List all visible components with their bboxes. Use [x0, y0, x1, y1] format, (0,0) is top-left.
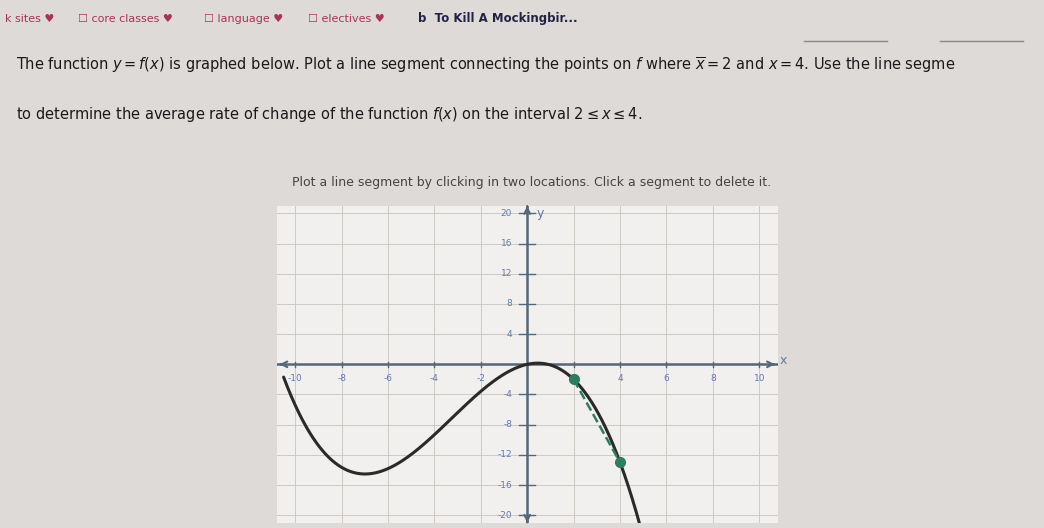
- Text: -12: -12: [498, 450, 513, 459]
- Text: b  To Kill A Mockingbir...: b To Kill A Mockingbir...: [418, 12, 577, 25]
- Text: 4: 4: [617, 374, 623, 383]
- Text: 16: 16: [501, 239, 513, 248]
- Text: -4: -4: [503, 390, 513, 399]
- Text: ☐ electives ♥: ☐ electives ♥: [308, 14, 385, 24]
- Text: 12: 12: [501, 269, 513, 278]
- Text: 20: 20: [501, 209, 513, 218]
- Text: x: x: [780, 354, 787, 367]
- Text: k sites ♥: k sites ♥: [5, 14, 54, 24]
- Text: -8: -8: [503, 420, 513, 429]
- Text: 8: 8: [506, 299, 513, 308]
- Text: -8: -8: [337, 374, 347, 383]
- Text: 6: 6: [664, 374, 669, 383]
- Text: to determine the average rate of change of the function $f(x)$ on the interval $: to determine the average rate of change …: [16, 105, 642, 124]
- Text: -2: -2: [476, 374, 485, 383]
- Text: -20: -20: [498, 511, 513, 520]
- Text: 4: 4: [506, 329, 513, 338]
- Text: -10: -10: [288, 374, 303, 383]
- Text: The function $y = f(x)$ is graphed below. Plot a line segment connecting the poi: The function $y = f(x)$ is graphed below…: [16, 55, 955, 75]
- Text: -4: -4: [430, 374, 438, 383]
- Text: Plot a line segment by clicking in two locations. Click a segment to delete it.: Plot a line segment by clicking in two l…: [292, 176, 772, 189]
- Text: -6: -6: [383, 374, 393, 383]
- Text: ☐ core classes ♥: ☐ core classes ♥: [78, 14, 173, 24]
- Text: ☐ language ♥: ☐ language ♥: [204, 14, 283, 24]
- Text: 2: 2: [571, 374, 576, 383]
- Text: 8: 8: [710, 374, 716, 383]
- Text: y: y: [537, 208, 544, 220]
- Text: -16: -16: [497, 480, 513, 489]
- Text: 10: 10: [754, 374, 765, 383]
